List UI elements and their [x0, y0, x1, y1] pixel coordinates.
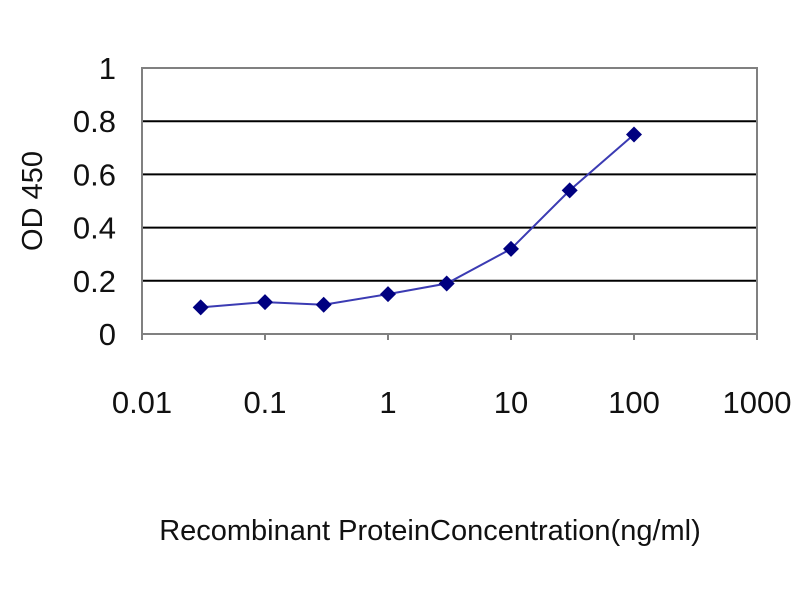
plot-area-frame: [141, 67, 758, 335]
y-tick-label: 1: [99, 51, 116, 86]
y-tick-label: 0.8: [73, 104, 116, 139]
data-point: [503, 240, 519, 257]
x-tick-label: 1000: [723, 385, 792, 420]
data-point: [438, 275, 455, 292]
y-tick-label: 0.2: [73, 264, 116, 299]
data-point: [315, 296, 332, 313]
x-tick-label: 0.01: [112, 385, 172, 420]
x-tick-label: 10: [494, 385, 528, 420]
x-tick-labels: 0.01 0.1 1 10 100 1000: [112, 334, 792, 420]
y-axis-label: OD 450: [17, 151, 49, 251]
x-tick-label: 1: [379, 385, 396, 420]
x-tick-label: 0.1: [243, 385, 286, 420]
x-tick-label: 100: [608, 385, 660, 420]
grid-lines: [142, 120, 757, 282]
data-point: [192, 299, 209, 316]
data-point: [626, 126, 642, 143]
data-series: [192, 126, 642, 316]
data-point: [380, 286, 396, 303]
y-tick-labels: 0 0.2 0.4 0.6 0.8 1: [73, 51, 116, 352]
data-point: [257, 294, 273, 311]
y-tick-label: 0: [99, 317, 116, 352]
data-point: [561, 182, 578, 199]
y-tick-label: 0.6: [73, 157, 116, 192]
y-tick-label: 0.4: [73, 211, 116, 246]
x-axis-label: Recombinant ProteinConcentration(ng/ml): [159, 515, 701, 547]
series-line: [200, 133, 635, 309]
